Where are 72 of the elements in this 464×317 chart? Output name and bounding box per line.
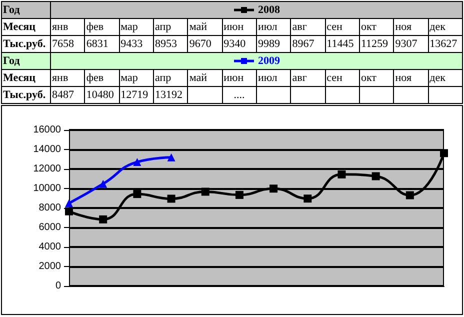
point [99,215,108,224]
data-label: 9307 [394,36,428,52]
point [304,194,312,203]
point [167,153,176,162]
data-label: 9433 [119,36,154,52]
x-tick-label: янв [50,70,85,86]
x-tick-label: сен [325,70,360,86]
data-label: 8487 [50,86,85,104]
point [270,184,278,193]
legend-label: 2009 [258,55,280,67]
category-label: фев [86,21,104,33]
data-label: 13192 [153,86,188,104]
data-label: 11445 [325,36,360,52]
data-label: 8953 [153,36,188,52]
point [338,170,346,178]
data-label: 6831 [84,36,120,52]
y-tick-label: 14000 [33,144,62,155]
category-label: мар [120,21,138,33]
y-tick-label: 10000 [33,183,62,194]
data-label: 12719 [119,86,154,104]
x-axis-title: Месяц [2,70,50,86]
data-label: 9340 [222,36,256,52]
point [133,158,142,166]
category-label: апр [154,21,172,33]
x-tick-label: май [188,70,222,86]
x-tick-label: авг [290,70,326,86]
category-label: июл [258,21,278,33]
category-label: окт [360,21,376,33]
x-tick-label: апр [153,70,188,86]
legend-title: Год [2,52,50,70]
point [201,188,210,196]
point [235,190,244,199]
point [372,172,380,180]
x-tick-label: июл [256,70,291,86]
point [167,194,176,203]
category-label: дек [430,21,446,33]
data-label: 8967 [290,36,326,52]
data-label: 13627 [428,36,462,52]
text: Месяц [3,21,36,33]
y-tick-label: 8000 [38,202,62,214]
point [406,191,414,200]
x-tick-label: мар [119,70,154,86]
point [133,190,142,198]
text: .... [222,86,256,104]
x-tick-label: июн [222,70,256,86]
legend-label: 2008 [258,4,280,16]
category-label: янв [52,21,68,33]
data-label: 11259 [359,36,394,52]
text: Тыс.руб. [3,38,46,50]
category-label: июн [224,21,244,33]
y-axis-title: Тыс.руб. [2,86,50,104]
x-tick-label: окт [359,70,394,86]
y-tick-label: 2000 [38,261,62,272]
x-tick-label: дек [428,70,462,86]
point [99,180,108,188]
y-tick-label: 16000 [33,124,62,136]
data-label: 9989 [256,36,291,52]
data-label: 9670 [188,36,222,52]
y-tick-label: 4000 [38,242,62,252]
y-tick-label: 12000 [33,164,62,174]
data-label: 7658 [50,36,85,52]
category-label: авг [292,21,307,33]
x-tick-label: фев [84,70,120,86]
data-label: 10480 [84,86,120,104]
category-label: ноя [395,21,412,33]
point [440,149,448,158]
category-label: сен [326,21,342,33]
category-label: май [189,21,207,33]
x-tick-label: ноя [394,70,428,86]
y-tick-label: 0 [55,280,62,292]
y-tick-label: 6000 [38,222,62,233]
text: Год [3,4,20,16]
